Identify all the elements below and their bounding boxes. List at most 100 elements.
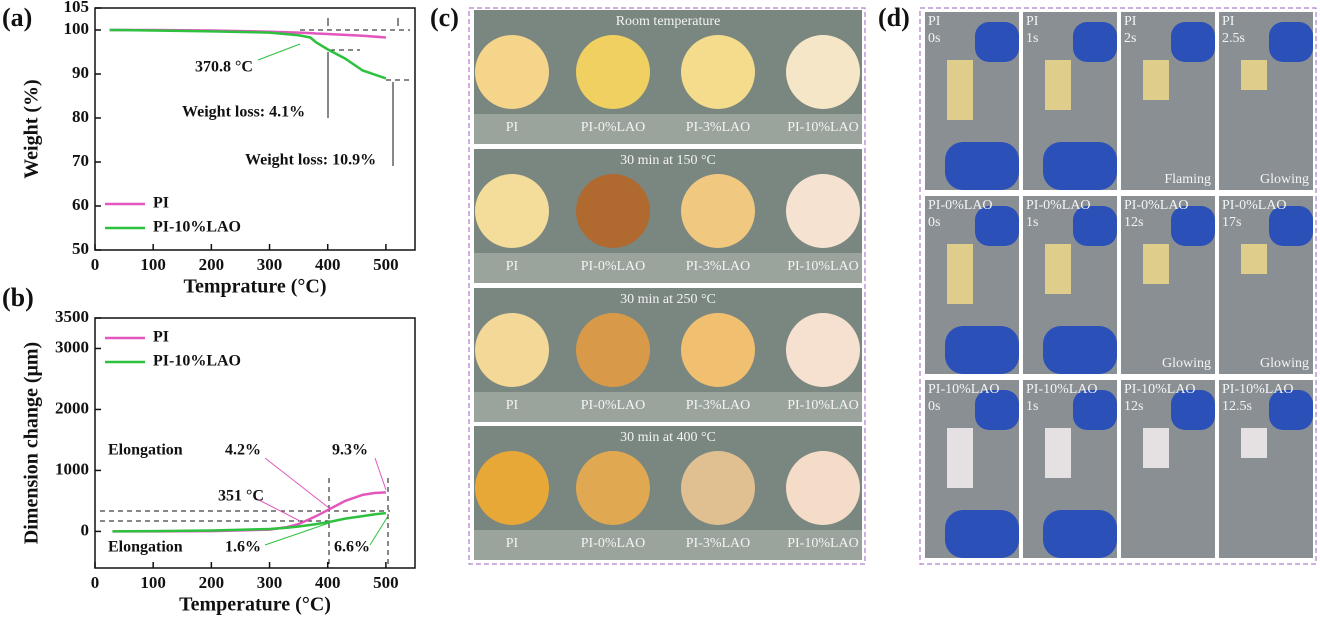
photo: PI-10%LAO 12.5s xyxy=(1219,380,1313,558)
glove xyxy=(1073,206,1117,246)
y-tick-label: 1000 xyxy=(55,459,89,478)
photo: PI-0%LAO 1s xyxy=(1023,196,1117,374)
time-label: 2s xyxy=(1124,31,1136,46)
photo-caption: 30 min at 150 °C xyxy=(620,153,716,168)
sample-disc xyxy=(576,174,650,248)
glove xyxy=(1171,206,1215,246)
time-label: 0s xyxy=(928,31,940,46)
sample-label: PI-3%LAO xyxy=(686,259,751,274)
hand xyxy=(945,510,1019,558)
state-label: Glowing xyxy=(1260,356,1309,371)
time-label: 12s xyxy=(1124,215,1143,230)
sample-disc xyxy=(681,174,755,248)
photo: PI PI-0%LAO PI-3%LAO PI-10%LAO 30 min at 150… xyxy=(474,149,862,283)
film xyxy=(1241,244,1267,274)
ruler xyxy=(474,392,862,422)
glove xyxy=(1073,390,1117,430)
annotation: 9.3% xyxy=(332,442,368,459)
sample-name: PI xyxy=(1124,14,1137,29)
glove xyxy=(1269,206,1313,246)
legend-label: PI xyxy=(153,329,169,346)
sample-disc xyxy=(475,313,549,387)
annotation: Weight loss: 10.9% xyxy=(245,152,376,169)
x-tick-label: 100 xyxy=(140,255,166,274)
photo: PI-0%LAO 12s Glowing xyxy=(1121,196,1215,374)
time-label: 1s xyxy=(1026,31,1038,46)
hand xyxy=(1043,326,1117,374)
photo: PI-10%LAO 12s xyxy=(1121,380,1215,558)
annotation: Elongation xyxy=(108,539,183,556)
x-tick-label: 500 xyxy=(373,573,399,592)
x-tick-label: 200 xyxy=(199,573,225,592)
sample-disc xyxy=(475,451,549,525)
panel-label: (d) xyxy=(878,3,910,32)
x-tick-label: 400 xyxy=(315,573,341,592)
annotation: 370.8 °C xyxy=(195,59,253,76)
x-axis-title: Temperature (°C) xyxy=(179,594,331,616)
hand xyxy=(1043,510,1117,558)
glove xyxy=(1171,390,1215,430)
state-label: Glowing xyxy=(1162,356,1211,371)
film xyxy=(1143,60,1169,100)
glove xyxy=(1269,22,1313,62)
panel-frame xyxy=(468,7,866,565)
annotation: 6.6% xyxy=(334,539,370,556)
y-tick-label: 0 xyxy=(81,520,90,539)
sample-name: PI-0%LAO xyxy=(1222,198,1287,213)
photo: PI-0%LAO 17s Glowing xyxy=(1219,196,1313,374)
photo: PI 2s Flaming xyxy=(1121,12,1215,190)
y-tick-label: 50 xyxy=(72,239,89,258)
x-tick-label: 400 xyxy=(315,255,341,274)
annotation-lines xyxy=(100,18,410,568)
photo: PI PI-0%LAO PI-3%LAO PI-10%LAO 30 min at 250… xyxy=(474,288,862,422)
photo: PI 0s xyxy=(925,12,1019,190)
sample-disc xyxy=(475,174,549,248)
annotation: 4.2% xyxy=(225,442,261,459)
arrow-line xyxy=(264,457,330,509)
y-tick-label: 3500 xyxy=(55,307,89,326)
y-tick-label: 60 xyxy=(72,195,89,214)
panel-label: (c) xyxy=(430,3,459,32)
annotation: Elongation xyxy=(108,442,183,459)
sample-label: PI-0%LAO xyxy=(581,536,646,551)
photo: PI-10%LAO 0s xyxy=(925,380,1019,558)
sample-name: PI-10%LAO xyxy=(1026,382,1098,397)
sample-disc xyxy=(786,313,860,387)
y-axis-title: Dimension change (μm) xyxy=(21,342,43,544)
sample-name: PI-0%LAO xyxy=(1124,198,1189,213)
photo-caption: 30 min at 250 °C xyxy=(620,292,716,307)
sample-disc xyxy=(681,451,755,525)
x-tick-label: 0 xyxy=(91,255,100,274)
legend-label: PI-10%LAO xyxy=(153,219,241,236)
photo: PI PI-0%LAO PI-3%LAO PI-10%LAO 30 min at 400… xyxy=(474,426,862,560)
film xyxy=(947,428,973,488)
time-label: 1s xyxy=(1026,215,1038,230)
sample-name: PI xyxy=(928,14,941,29)
film xyxy=(1241,428,1267,458)
film xyxy=(1045,244,1071,294)
sample-label: PI xyxy=(506,536,519,551)
legend-label: PI xyxy=(153,195,169,212)
arrow-line xyxy=(254,497,301,522)
photo: PI 2.5s Glowing xyxy=(1219,12,1313,190)
hand xyxy=(1043,142,1117,190)
annotation: 1.6% xyxy=(225,539,261,556)
glove xyxy=(1073,22,1117,62)
panel-label: (b) xyxy=(2,283,34,312)
photo: PI PI-0%LAO PI-3%LAO PI-10%LAO Room temperat… xyxy=(474,10,862,144)
x-tick-label: 500 xyxy=(373,255,399,274)
time-label: 0s xyxy=(928,399,940,414)
photo: PI 1s xyxy=(1023,12,1117,190)
x-tick-label: 0 xyxy=(91,573,100,592)
photo-caption: 30 min at 400 °C xyxy=(620,430,716,445)
state-label: Flaming xyxy=(1164,172,1211,187)
sample-label: PI-3%LAO xyxy=(686,536,751,551)
arrow-line xyxy=(369,515,389,546)
arrow-line xyxy=(374,457,387,491)
sample-label: PI xyxy=(506,259,519,274)
sample-disc xyxy=(786,35,860,109)
state-label: Glowing xyxy=(1260,172,1309,187)
y-axis-title: Weight (%) xyxy=(21,79,43,178)
sample-disc xyxy=(786,174,860,248)
